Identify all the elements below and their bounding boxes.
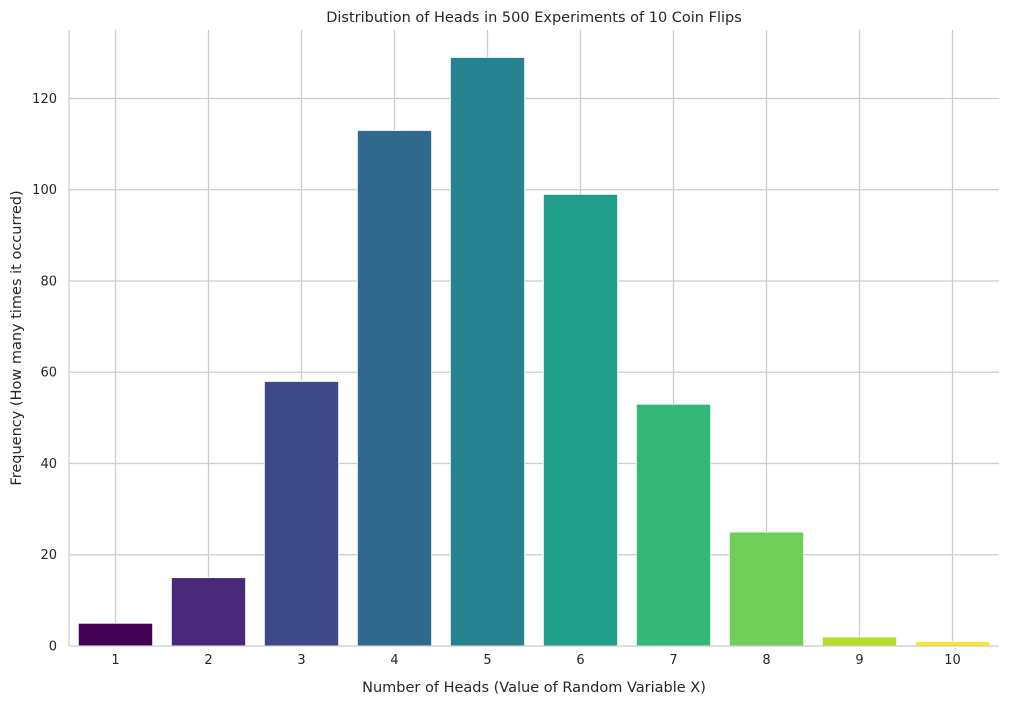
y-tick-label: 120 <box>32 92 57 107</box>
bar <box>542 193 619 647</box>
x-tick-label: 5 <box>483 653 491 668</box>
chart-title: Distribution of Heads in 500 Experiments… <box>326 10 742 26</box>
x-tick-label: 3 <box>297 653 305 668</box>
bar <box>728 531 805 647</box>
x-tick-label: 9 <box>855 653 863 668</box>
x-tick-label: 2 <box>204 653 212 668</box>
x-tick-label: 4 <box>390 653 398 668</box>
x-tick-label: 10 <box>944 653 961 668</box>
bar <box>914 640 991 647</box>
bar <box>356 129 433 647</box>
y-tick-label: 80 <box>40 274 57 289</box>
bar <box>821 636 898 647</box>
y-tick-label: 20 <box>40 548 57 563</box>
x-tick-label: 6 <box>576 653 584 668</box>
x-axis-label: Number of Heads (Value of Random Variabl… <box>362 680 706 696</box>
x-tick-label: 1 <box>111 653 119 668</box>
y-tick-label: 40 <box>40 457 57 472</box>
bar <box>635 403 712 647</box>
y-axis-label: Frequency (How many times it occurred) <box>9 190 25 485</box>
bar <box>263 380 340 647</box>
y-tick-label: 100 <box>32 183 57 198</box>
y-tick-labels: 0 20 40 60 80 100 120 <box>32 92 57 655</box>
bar <box>449 56 526 647</box>
y-tick-label: 0 <box>49 640 57 655</box>
bar <box>77 622 154 647</box>
bar <box>170 577 247 647</box>
y-tick-label: 60 <box>40 366 57 381</box>
axes <box>68 30 999 647</box>
grid <box>69 30 999 646</box>
x-tick-labels: 1 2 3 4 5 6 7 8 9 10 <box>111 653 960 668</box>
x-tick-label: 8 <box>762 653 770 668</box>
x-tick-label: 7 <box>669 653 677 668</box>
bars <box>77 56 991 647</box>
